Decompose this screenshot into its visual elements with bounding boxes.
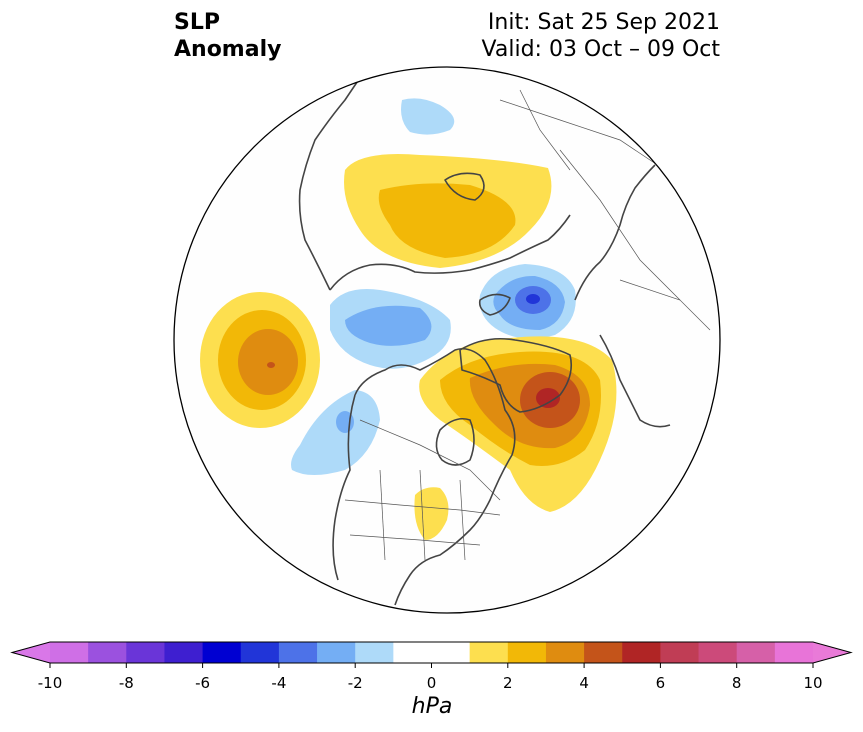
colorbar-cell xyxy=(698,642,738,663)
colorbar-tick-label: -10 xyxy=(37,674,63,692)
colorbar-cell xyxy=(126,642,165,663)
colorbar-tick-label: 10 xyxy=(803,674,823,692)
colorbar-cell xyxy=(431,642,471,663)
colorbar-cell xyxy=(240,642,280,663)
colorbar-cell xyxy=(393,642,432,663)
colorbar-cell xyxy=(774,642,814,663)
western-pacific-high-anomaly xyxy=(200,292,320,428)
political-borders xyxy=(344,89,711,561)
colorbar-tick-label: -4 xyxy=(271,674,287,692)
coastlines xyxy=(298,74,671,606)
colorbar-cell xyxy=(736,642,776,663)
init-date: Init: Sat 25 Sep 2021 xyxy=(487,10,720,35)
colorbar-tick-label: 4 xyxy=(579,674,589,692)
title-variable: SLP xyxy=(174,10,220,35)
colorbar-low-extension xyxy=(12,642,50,663)
colorbar-cells xyxy=(50,642,814,663)
colorbar-ticks xyxy=(49,663,814,668)
colorbar-cell xyxy=(164,642,204,663)
map-boundary xyxy=(173,66,721,614)
colorbar-unit-label: hPa xyxy=(411,694,453,719)
eurasia-high-anomaly xyxy=(344,154,552,268)
colorbar-cell xyxy=(584,642,623,663)
title-left: SLP Anomaly xyxy=(174,9,281,63)
greenland-high-anomaly xyxy=(419,336,617,512)
colorbar-tick-label: 8 xyxy=(731,674,742,692)
colorbar-tick-label: 2 xyxy=(503,674,513,692)
bering-low-anomaly xyxy=(330,289,451,369)
colorbar-cell xyxy=(507,642,547,663)
colorbar-cell xyxy=(88,642,127,663)
colorbar-cell xyxy=(202,642,242,663)
colorbar-cell xyxy=(545,642,585,663)
colorbar-cell xyxy=(622,642,661,663)
valid-range: Valid: 03 Oct – 09 Oct xyxy=(481,37,720,62)
colorbar-tick-label: 0 xyxy=(426,674,437,692)
anomaly-fields xyxy=(200,74,711,606)
title-field: Anomaly xyxy=(174,37,282,62)
title-right: Init: Sat 25 Sep 2021 Valid: 03 Oct – 09… xyxy=(482,9,720,63)
russia-low-anomaly xyxy=(401,98,455,135)
europe-low-anomaly xyxy=(479,264,576,339)
colorbar-tick-label: 6 xyxy=(655,674,666,692)
colorbar-cell xyxy=(469,642,509,663)
colorbar-tick-label: -8 xyxy=(118,674,134,692)
colorbar-cell xyxy=(355,642,394,663)
colorbar-cell xyxy=(50,642,89,663)
colorbar-cell xyxy=(660,642,700,663)
colorbar-cell xyxy=(278,642,318,663)
colorbar-tick-label: -6 xyxy=(195,674,211,692)
colorbar-tick-label: -2 xyxy=(347,674,363,692)
colorbar-high-extension xyxy=(813,642,851,663)
colorbar-cell xyxy=(317,642,356,663)
